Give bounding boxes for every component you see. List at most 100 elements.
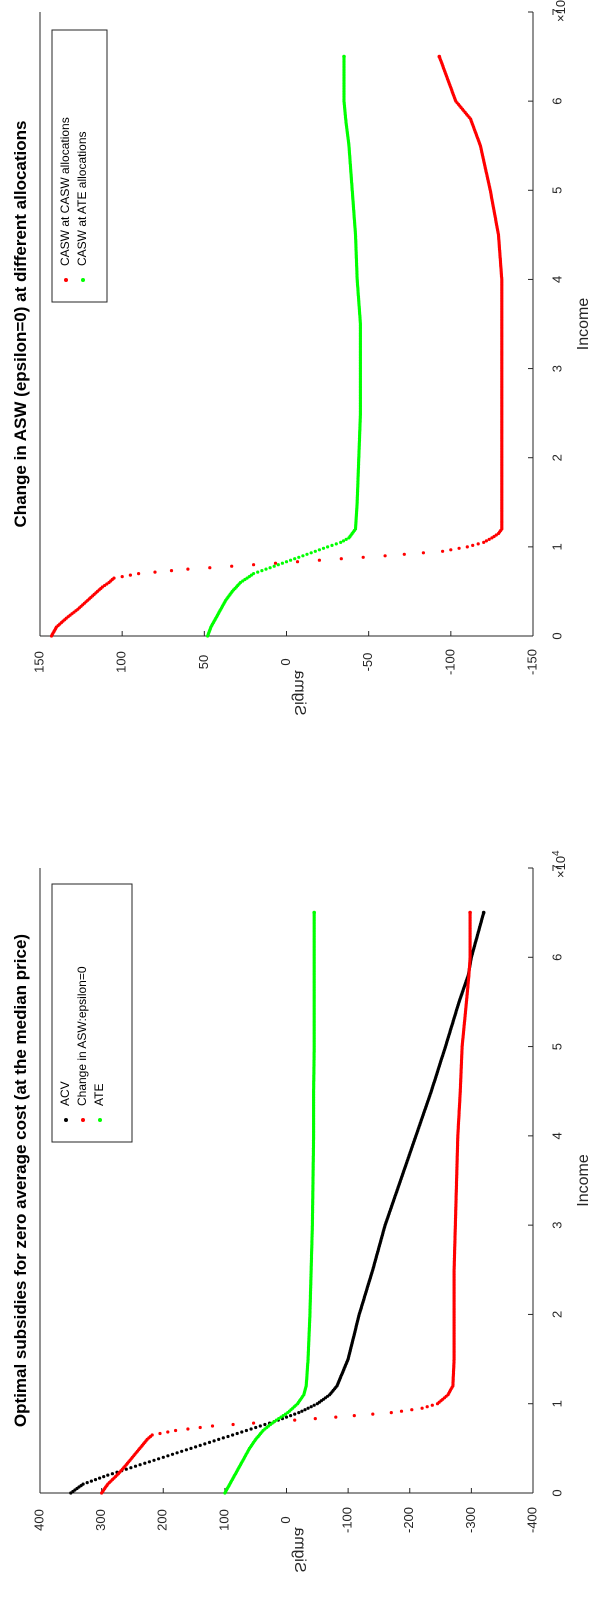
data-point bbox=[303, 1408, 307, 1412]
data-point bbox=[254, 1425, 258, 1430]
income-tick-label: 3 bbox=[549, 365, 564, 372]
sigma-tick-label: 0 bbox=[278, 658, 293, 665]
data-point bbox=[184, 1448, 188, 1452]
data-point bbox=[297, 1411, 301, 1415]
data-point bbox=[326, 545, 330, 549]
x-exponent-label: ×104 bbox=[551, 850, 568, 878]
data-point bbox=[169, 569, 174, 573]
data-point bbox=[487, 537, 491, 542]
legend-label: CASW at ATE allocations bbox=[75, 132, 89, 267]
legend-label: CASW at CASW allocations bbox=[58, 117, 72, 266]
income-tick-label: 6 bbox=[549, 954, 564, 961]
data-point bbox=[273, 561, 278, 565]
legend-marker bbox=[98, 1118, 102, 1122]
data-point bbox=[170, 1452, 175, 1456]
data-point bbox=[476, 542, 480, 546]
data-point bbox=[280, 561, 284, 565]
income-tick-label: 5 bbox=[549, 187, 564, 194]
data-point bbox=[244, 1428, 248, 1433]
sigma-tick-label: -200 bbox=[401, 1507, 416, 1533]
income-tick-label: 2 bbox=[549, 454, 564, 461]
data-point bbox=[128, 573, 132, 577]
data-point bbox=[166, 1430, 170, 1434]
legend-label: Change in ASW:epsilon=0 bbox=[75, 966, 89, 1106]
data-point bbox=[203, 1442, 207, 1446]
sigma-tick-label: 50 bbox=[196, 655, 211, 669]
data-point bbox=[465, 545, 469, 549]
data-point bbox=[198, 1425, 202, 1430]
data-point bbox=[471, 543, 475, 548]
data-point bbox=[289, 1414, 293, 1418]
data-point bbox=[277, 1417, 281, 1421]
data-point bbox=[484, 539, 488, 543]
data-point bbox=[317, 548, 321, 552]
data-point bbox=[249, 1427, 253, 1431]
data-point bbox=[274, 1418, 278, 1422]
series-2 bbox=[206, 54, 362, 638]
sigma-tick-label: 200 bbox=[155, 1509, 170, 1531]
data-point bbox=[389, 1411, 393, 1415]
data-point bbox=[252, 563, 256, 567]
data-point bbox=[272, 564, 276, 568]
data-point bbox=[217, 1437, 221, 1441]
data-point bbox=[306, 1406, 310, 1410]
sigma-tick-label: -400 bbox=[524, 1507, 539, 1533]
data-point bbox=[313, 549, 317, 553]
sigma-tick-label: -50 bbox=[360, 653, 375, 672]
data-point bbox=[352, 1414, 356, 1418]
data-point bbox=[276, 563, 280, 567]
data-point bbox=[102, 1475, 106, 1479]
data-point bbox=[93, 1478, 98, 1482]
sigma-tick-label: -300 bbox=[463, 1507, 478, 1533]
legend: CASW at CASW allocations CASW at ATE allo… bbox=[51, 29, 108, 303]
data-point bbox=[85, 1481, 89, 1485]
data-point bbox=[293, 1412, 297, 1416]
data-point bbox=[468, 910, 472, 915]
data-point bbox=[312, 910, 317, 915]
data-point bbox=[313, 1417, 317, 1421]
data-point bbox=[89, 1479, 93, 1483]
data-point bbox=[289, 558, 293, 562]
data-point bbox=[342, 54, 346, 59]
data-point bbox=[106, 1473, 110, 1477]
sigma-tick-label: -100 bbox=[442, 649, 457, 675]
data-point bbox=[81, 1482, 85, 1486]
income-tick-label: 4 bbox=[549, 276, 564, 283]
data-point bbox=[334, 1415, 338, 1419]
y-axis-label: Sigma bbox=[291, 670, 308, 715]
data-point bbox=[441, 549, 445, 553]
data-point bbox=[344, 537, 348, 542]
x-axis-label: Income bbox=[575, 298, 592, 351]
data-point bbox=[231, 1422, 235, 1427]
data-point bbox=[339, 557, 343, 561]
y-axis-label: Sigma bbox=[291, 1527, 308, 1572]
data-point bbox=[174, 1428, 178, 1433]
data-point bbox=[330, 543, 334, 548]
income-tick-label: 0 bbox=[549, 632, 564, 639]
data-point bbox=[293, 557, 297, 561]
data-point bbox=[339, 540, 343, 545]
data-point bbox=[98, 1476, 102, 1480]
data-point bbox=[252, 572, 256, 576]
data-point bbox=[449, 548, 453, 552]
series-1 bbox=[69, 910, 486, 1495]
data-point bbox=[221, 1436, 225, 1440]
data-point bbox=[180, 1449, 184, 1453]
data-point bbox=[410, 1408, 414, 1412]
data-point bbox=[402, 552, 406, 556]
data-point bbox=[263, 1422, 267, 1427]
income-tick-label: 1 bbox=[549, 1400, 564, 1407]
data-point bbox=[300, 1409, 304, 1413]
data-point bbox=[230, 564, 234, 568]
data-point bbox=[334, 542, 338, 546]
data-point bbox=[186, 567, 190, 571]
data-point bbox=[399, 1409, 404, 1413]
x-axis-label: Income bbox=[575, 1154, 592, 1207]
data-point bbox=[421, 551, 425, 555]
legend-box bbox=[51, 883, 133, 1143]
data-point bbox=[425, 1405, 429, 1409]
data-point bbox=[143, 1461, 147, 1465]
data-point bbox=[383, 554, 387, 558]
data-point bbox=[361, 555, 365, 559]
chart-title: Change in ASW (epsilon=0) at different a… bbox=[11, 121, 30, 528]
